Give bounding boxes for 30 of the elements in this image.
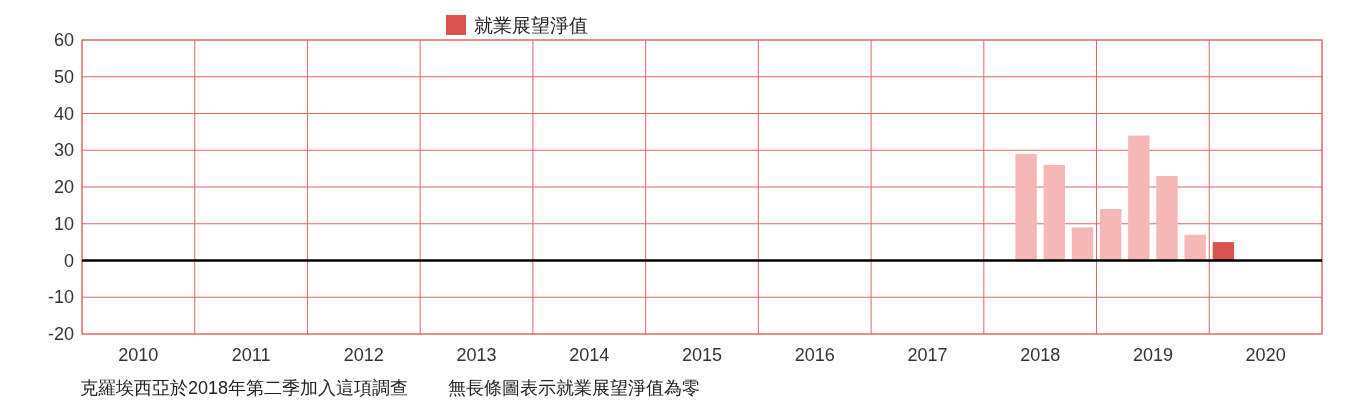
bar: [1015, 153, 1037, 261]
bar: [1071, 227, 1094, 261]
x-tick-label: 2011: [231, 345, 271, 365]
x-tick-label: 2012: [343, 345, 384, 365]
y-tick-label: -20: [47, 324, 74, 344]
bar: [1128, 135, 1150, 261]
x-tick-label: 2020: [1245, 345, 1286, 365]
x-tick-label: 2013: [456, 345, 497, 365]
x-tick-label: 2016: [794, 345, 835, 365]
x-tick-label: 2014: [569, 345, 610, 365]
text: 無長條圖表示就業展望淨值為零: [448, 378, 701, 398]
y-tick-label: 30: [53, 140, 74, 161]
y-tick-label: 40: [53, 103, 74, 124]
x-tick-label: 2018: [1020, 345, 1061, 365]
legend-label: 就業展望淨值: [474, 15, 588, 36]
x-tick-label: 2010: [118, 345, 159, 365]
y-tick-label: -10: [47, 287, 74, 308]
y-tick-label: 50: [53, 66, 74, 87]
y-tick-label: 0: [63, 250, 74, 271]
bar: [1184, 234, 1206, 261]
y-tick-label: 60: [53, 30, 74, 50]
y-tick-label: 10: [53, 213, 74, 234]
x-tick-label: 2019: [1132, 345, 1173, 365]
text: 克羅埃西亞於2018年第二季加入這項調查: [80, 378, 409, 398]
bar: [1156, 175, 1178, 261]
x-tick-label: 2015: [681, 345, 723, 365]
y-tick-label: 20: [53, 177, 74, 197]
x-tick-label: 2017: [907, 345, 948, 365]
bar: [1043, 164, 1065, 261]
bar: [1099, 209, 1122, 261]
